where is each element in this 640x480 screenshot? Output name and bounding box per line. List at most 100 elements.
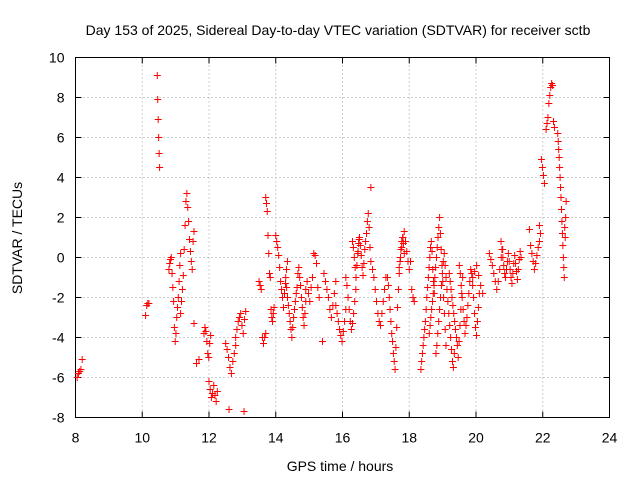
data-point [303,278,311,285]
data-point [183,190,191,197]
data-point [421,318,429,325]
data-point [332,278,340,285]
data-point [395,264,403,271]
data-point [202,328,210,335]
data-point [546,92,554,99]
data-point [177,310,185,317]
data-point [288,334,296,341]
data-point [498,246,506,253]
data-point [174,294,182,301]
data-point [394,286,402,293]
data-point [384,282,392,289]
data-point [255,278,263,285]
data-point [296,274,304,281]
data-point [451,318,459,325]
data-point [535,222,543,229]
data-point [326,306,334,313]
data-point [173,314,181,321]
data-point [353,262,361,269]
data-point [290,306,298,313]
data-point [212,398,220,405]
data-point [352,274,360,281]
data-point [469,282,477,289]
data-point [425,330,433,337]
data-point [195,356,203,363]
data-point [188,266,196,273]
data-point [456,270,464,277]
y-tick-label: -6 [52,370,65,386]
data-point [436,214,444,221]
data-point [281,290,289,297]
data-point [367,258,375,265]
data-point [442,274,450,281]
data-point [562,198,570,205]
x-tick-label: 18 [401,430,417,446]
data-point [555,146,563,153]
data-point [78,356,86,363]
data-point [182,198,190,205]
data-point [499,254,507,261]
data-point [257,286,265,293]
data-point [232,334,240,341]
data-point [467,266,475,273]
data-point [436,230,444,237]
data-point [192,360,200,367]
data-point [549,82,557,89]
x-tick-label: 14 [268,430,284,446]
data-point [323,286,331,293]
data-point [432,254,440,261]
x-tick-label: 24 [602,430,618,446]
data-point [428,298,436,305]
data-point [475,272,483,279]
data-point [557,184,565,191]
data-point [186,248,194,255]
data-point [290,314,298,321]
data-point [418,358,426,365]
data-point [452,326,460,333]
data-point [77,366,85,373]
data-point [446,322,454,329]
data-point [167,254,175,261]
data-point [264,232,272,239]
data-point [178,286,186,293]
data-point [268,314,276,321]
data-point [530,266,538,273]
data-point [449,302,457,309]
data-point [435,318,443,325]
data-point [171,338,179,345]
data-point [554,138,562,145]
data-point [262,194,270,201]
y-tick-label: -2 [52,290,65,306]
data-point [153,72,161,79]
data-point [532,260,540,267]
data-points [73,72,570,415]
data-point [266,270,274,277]
data-point [405,266,413,273]
data-point [265,250,273,257]
data-point [447,286,455,293]
data-point [389,350,397,357]
data-point [434,234,442,241]
data-point [298,304,306,311]
data-point [439,258,447,265]
data-point [539,172,547,179]
data-point [230,350,238,357]
data-point [466,278,474,285]
data-point [437,294,445,301]
data-point [455,262,463,269]
data-point [333,310,341,317]
data-point [395,270,403,277]
data-point [207,394,215,401]
data-point [452,334,460,341]
data-point [294,270,302,277]
data-point [378,310,386,317]
data-point [273,238,281,245]
x-tick-label: 8 [72,430,80,446]
data-point [389,338,397,345]
data-point [210,382,218,389]
data-point [469,274,477,281]
data-point [545,100,553,107]
data-point [336,326,344,333]
data-point [285,310,293,317]
data-point [386,306,394,313]
